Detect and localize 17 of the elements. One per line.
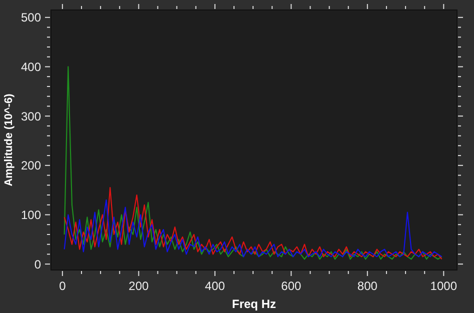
- line-series: [64, 187, 442, 260]
- y-tick-label: 500: [20, 10, 42, 25]
- x-tick-label: 400: [204, 279, 226, 293]
- y-axis-title: Amplitude (10^-6): [3, 93, 15, 186]
- y-tick-label: 200: [20, 158, 42, 173]
- line-series: [64, 199, 442, 258]
- x-tick-label: 0: [59, 279, 66, 293]
- line-series: [64, 66, 442, 260]
- x-tick-label: 200: [128, 279, 150, 293]
- x-tick-label: 800: [357, 279, 378, 293]
- y-tick-label: 400: [20, 60, 42, 74]
- x-tick-label: 600: [281, 279, 302, 293]
- y-tick-label: 0: [34, 257, 42, 272]
- x-axis-title: Freq Hz: [232, 297, 276, 311]
- x-tick-label: 1000: [430, 279, 458, 293]
- y-tick-label: 300: [20, 109, 42, 124]
- y-tick-label: 100: [20, 208, 42, 222]
